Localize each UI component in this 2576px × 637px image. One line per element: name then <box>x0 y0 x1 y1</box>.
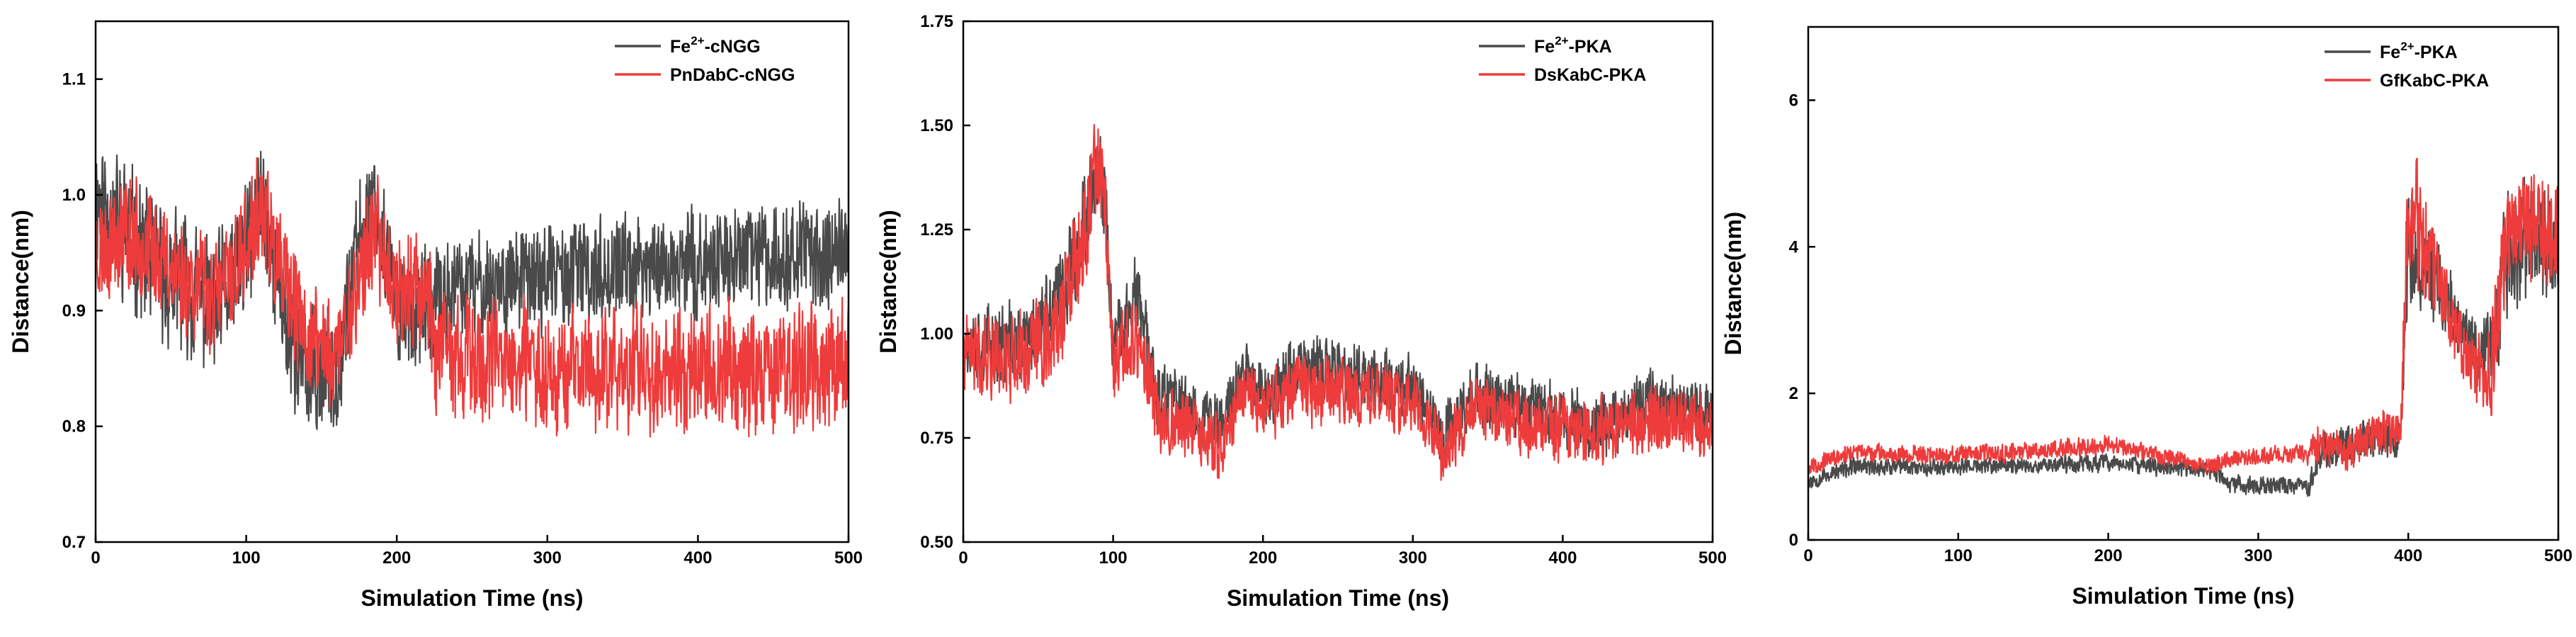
x-tick-label: 500 <box>2544 546 2572 565</box>
y-axis-label: Distance(nm) <box>875 210 901 354</box>
x-tick-label: 400 <box>683 548 712 568</box>
legend-label-2: GfKabC-PKA <box>2380 71 2489 91</box>
y-tick-label: 0 <box>1789 531 1798 550</box>
y-tick-label: 1.75 <box>920 12 953 31</box>
y-tick-label: 0.75 <box>920 429 953 448</box>
y-tick-label: 1.25 <box>920 220 953 239</box>
y-axis-label: Distance(nm) <box>8 210 33 354</box>
series-line-2 <box>963 124 1713 481</box>
y-tick-label: 1.1 <box>62 70 86 89</box>
y-tick-label: 1.00 <box>920 325 953 344</box>
x-tick-label: 300 <box>2244 546 2272 565</box>
x-tick-label: 0 <box>1803 546 1812 565</box>
chart-panel-1: 0 100 200 300 400 500 0.7 0.8 0.9 1.0 1.1 Simulatio… <box>8 20 863 611</box>
x-tick-label: 100 <box>1099 548 1128 568</box>
y-tick-label: 0.50 <box>920 533 953 552</box>
plot-area <box>963 124 1713 481</box>
x-tick-label: 200 <box>1249 548 1277 568</box>
chart-panel-3: 0 100 200 300 400 500 0 2 4 6 Simulation Time (ns)… <box>1720 26 2572 609</box>
legend: Fe2+-cNGG PnDabC-cNGG <box>615 34 795 85</box>
x-tick-label: 0 <box>91 548 100 568</box>
legend: Fe2+-PKA GfKabC-PKA <box>2325 40 2489 91</box>
x-tick-label: 500 <box>1698 548 1727 568</box>
y-tick-label: 0.8 <box>62 417 86 436</box>
y-tick-label: 4 <box>1789 237 1799 257</box>
series-line-2 <box>1808 157 2558 475</box>
axes-frame <box>94 20 850 543</box>
x-tick-label: 0 <box>958 548 968 568</box>
y-tick-label: 0.9 <box>62 301 86 320</box>
plot-area <box>1808 157 2558 497</box>
y-tick-label: 6 <box>1789 91 1798 110</box>
x-tick-label: 400 <box>2394 546 2422 565</box>
x-tick-label: 500 <box>834 548 863 568</box>
legend-label-1: Fe2+-PKA <box>1534 34 1612 57</box>
plot-area <box>96 150 849 438</box>
y-tick-label: 2 <box>1789 384 1798 403</box>
axes-frame <box>962 20 1714 543</box>
y-tick-label: 1.0 <box>62 186 86 205</box>
chart-panel-2: 0 100 200 300 400 500 0.50 0.75 1.00 1.25 1.50 1.75… <box>875 12 1727 611</box>
y-axis-label: Distance(nm) <box>1720 212 1746 356</box>
legend-label-1: Fe2+-cNGG <box>670 34 761 57</box>
y-tick-label: 0.7 <box>62 533 86 552</box>
x-axis-label: Simulation Time (ns) <box>361 585 583 611</box>
x-tick-label: 200 <box>2094 546 2123 565</box>
x-tick-label: 100 <box>232 548 261 568</box>
legend: Fe2+-PKA DsKabC-PKA <box>1479 34 1646 85</box>
x-tick-label: 300 <box>533 548 562 568</box>
x-axis-label: Simulation Time (ns) <box>1227 585 1449 611</box>
x-tick-label: 400 <box>1548 548 1577 568</box>
x-tick-label: 200 <box>382 548 411 568</box>
y-tick-label: 1.50 <box>920 116 953 135</box>
legend-label-2: PnDabC-cNGG <box>670 65 795 85</box>
legend-label-2: DsKabC-PKA <box>1534 65 1646 85</box>
x-tick-label: 100 <box>1944 546 1973 565</box>
legend-label-1: Fe2+-PKA <box>2380 40 2458 62</box>
series-line-1 <box>96 150 849 430</box>
series-line-2 <box>96 157 849 438</box>
x-tick-label: 300 <box>1399 548 1427 568</box>
x-axis-label: Simulation Time (ns) <box>2072 583 2294 609</box>
axes-frame <box>1807 26 2560 541</box>
